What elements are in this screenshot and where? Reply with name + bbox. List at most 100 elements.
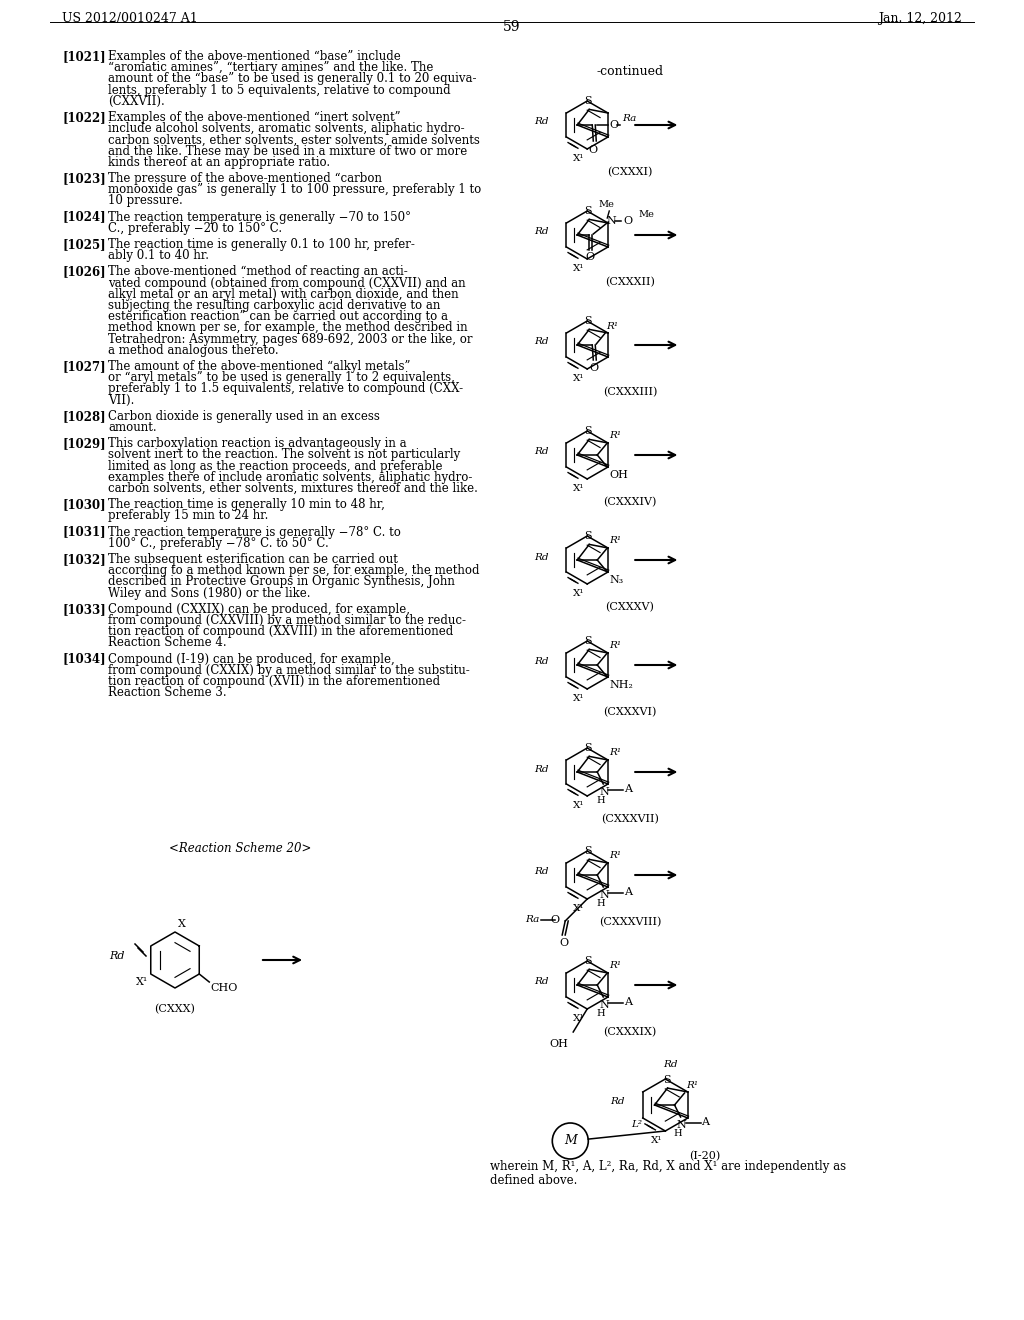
Text: The reaction temperature is generally −78° C. to: The reaction temperature is generally −7… [108,525,400,539]
Text: O: O [624,216,633,226]
Text: Examples of the above-mentioned “inert solvent”: Examples of the above-mentioned “inert s… [108,111,400,124]
Text: (CXXXIX): (CXXXIX) [603,1027,656,1038]
Text: method known per se, for example, the method described in: method known per se, for example, the me… [108,321,468,334]
Text: [1026]: [1026] [62,265,105,279]
Text: O: O [586,252,595,261]
Text: [1027]: [1027] [62,360,105,374]
Text: OH: OH [609,470,628,480]
Text: [1031]: [1031] [62,525,105,539]
Text: Me: Me [638,210,654,219]
Text: Compound (I-19) can be produced, for example,: Compound (I-19) can be produced, for exa… [108,652,394,665]
Text: S: S [585,206,592,216]
Text: S: S [585,957,592,966]
Text: Me: Me [598,201,614,209]
Text: R¹: R¹ [609,432,622,440]
Text: R¹: R¹ [609,642,622,649]
Text: 10 pressure.: 10 pressure. [108,194,182,207]
Text: Rd: Rd [534,338,549,346]
Text: O: O [609,120,618,129]
Text: (CXXXVI): (CXXXVI) [603,708,656,717]
Text: from compound (CXXVIII) by a method similar to the reduc-: from compound (CXXVIII) by a method simi… [108,614,466,627]
Text: The reaction time is generally 10 min to 48 hr,: The reaction time is generally 10 min to… [108,498,385,511]
Text: S: S [585,532,592,541]
Text: preferably 15 min to 24 hr.: preferably 15 min to 24 hr. [108,510,268,523]
Text: Rd: Rd [534,227,549,236]
Text: (CXXXIII): (CXXXIII) [603,387,657,397]
Text: lents, preferably 1 to 5 equivalents, relative to compound: lents, preferably 1 to 5 equivalents, re… [108,83,451,96]
Text: Examples of the above-mentioned “base” include: Examples of the above-mentioned “base” i… [108,50,400,63]
Text: [1030]: [1030] [62,498,105,511]
Text: O: O [590,363,599,374]
Text: R¹: R¹ [686,1081,698,1090]
Text: wherein M, R¹, A, L², Ra, Rd, X and X¹ are independently as: wherein M, R¹, A, L², Ra, Rd, X and X¹ a… [490,1160,846,1173]
Text: (CXXXV): (CXXXV) [605,602,654,612]
Text: [1021]: [1021] [62,50,105,63]
Text: L²: L² [631,1121,642,1129]
Text: X¹: X¹ [572,484,585,492]
Text: N: N [599,1001,609,1010]
Text: (CXXXVII): (CXXXVII) [601,814,658,824]
Text: and the like. These may be used in a mixture of two or more: and the like. These may be used in a mix… [108,145,467,157]
Text: Carbon dioxide is generally used in an excess: Carbon dioxide is generally used in an e… [108,409,380,422]
Text: carbon solvents, ether solvents, ester solvents, amide solvents: carbon solvents, ether solvents, ester s… [108,133,480,147]
Text: Rd: Rd [664,1060,678,1069]
Text: The above-mentioned “method of reacting an acti-: The above-mentioned “method of reacting … [108,265,408,279]
Text: kinds thereof at an appropriate ratio.: kinds thereof at an appropriate ratio. [108,156,330,169]
Text: N: N [677,1119,686,1130]
Text: solvent inert to the reaction. The solvent is not particularly: solvent inert to the reaction. The solve… [108,449,460,462]
Text: A: A [625,887,632,898]
Text: (CXXVII).: (CXXVII). [108,95,165,108]
Text: The reaction temperature is generally −70 to 150°: The reaction temperature is generally −7… [108,211,411,223]
Text: Rd: Rd [534,657,549,667]
Text: X¹: X¹ [651,1137,663,1144]
Text: [1023]: [1023] [62,172,105,185]
Text: S: S [585,426,592,437]
Text: (CXXX): (CXXX) [155,1005,196,1014]
Text: from compound (CXXIX) by a method similar to the substitu-: from compound (CXXIX) by a method simila… [108,664,470,677]
Text: X: X [178,919,186,929]
Text: “aromatic amines”, “tertiary amines” and the like. The: “aromatic amines”, “tertiary amines” and… [108,61,433,74]
Text: A: A [625,997,632,1007]
Text: M: M [564,1134,577,1147]
Text: Reaction Scheme 3.: Reaction Scheme 3. [108,686,226,700]
Text: Rd: Rd [110,950,125,961]
Text: [1024]: [1024] [62,211,105,223]
Text: O: O [550,915,559,925]
Text: R¹: R¹ [609,748,622,756]
Text: VII).: VII). [108,393,134,407]
Text: S: S [585,96,592,107]
Text: (CXXXI): (CXXXI) [607,168,652,177]
Text: [1034]: [1034] [62,652,105,665]
Text: The subsequent esterification can be carried out: The subsequent esterification can be car… [108,553,398,566]
Text: tion reaction of compound (XVII) in the aforementioned: tion reaction of compound (XVII) in the … [108,675,440,688]
Text: NH₂: NH₂ [609,680,633,690]
Text: S: S [663,1074,671,1085]
Text: [1025]: [1025] [62,238,105,251]
Text: R¹: R¹ [609,536,622,545]
Text: Reaction Scheme 4.: Reaction Scheme 4. [108,636,226,649]
Text: X¹: X¹ [572,694,585,704]
Text: (CXXXII): (CXXXII) [605,277,655,288]
Text: Rd: Rd [534,117,549,127]
Text: S: S [585,317,592,326]
Text: S: S [585,636,592,647]
Text: Rd: Rd [534,447,549,457]
Text: CHO: CHO [210,983,238,993]
Text: The amount of the above-mentioned “alkyl metals”: The amount of the above-mentioned “alkyl… [108,360,411,374]
Text: Compound (CXXIX) can be produced, for example,: Compound (CXXIX) can be produced, for ex… [108,603,410,616]
Text: H: H [596,1008,604,1018]
Text: H: H [596,899,604,908]
Text: X¹: X¹ [572,904,585,913]
Text: subjecting the resulting carboxylic acid derivative to an: subjecting the resulting carboxylic acid… [108,300,440,312]
Text: examples there of include aromatic solvents, aliphatic hydro-: examples there of include aromatic solve… [108,471,472,484]
Text: C., preferably −20 to 150° C.: C., preferably −20 to 150° C. [108,222,283,235]
Text: ably 0.1 to 40 hr.: ably 0.1 to 40 hr. [108,249,209,263]
Text: R¹: R¹ [606,322,618,331]
Text: [1028]: [1028] [62,409,105,422]
Text: Rd: Rd [534,867,549,876]
Text: amount.: amount. [108,421,157,434]
Text: S: S [585,743,592,754]
Text: H: H [596,796,604,805]
Text: preferably 1 to 1.5 equivalents, relative to compound (CXX-: preferably 1 to 1.5 equivalents, relativ… [108,383,463,396]
Text: (CXXXVIII): (CXXXVIII) [599,917,662,928]
